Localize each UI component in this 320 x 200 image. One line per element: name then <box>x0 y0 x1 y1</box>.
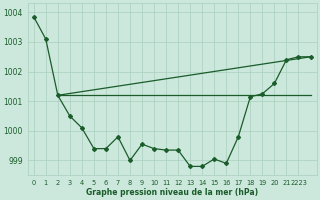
X-axis label: Graphe pression niveau de la mer (hPa): Graphe pression niveau de la mer (hPa) <box>86 188 258 197</box>
